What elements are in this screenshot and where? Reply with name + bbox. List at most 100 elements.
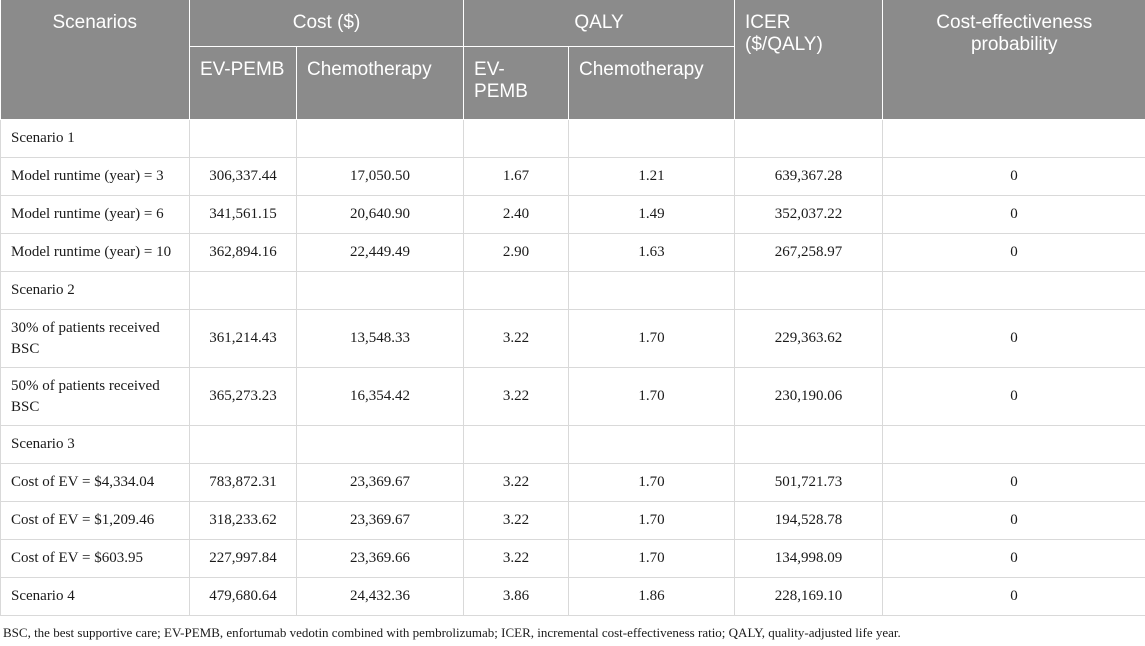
cost-evpemb-cell: 306,337.44 bbox=[189, 157, 297, 196]
cost-chemo-cell: 23,369.66 bbox=[295, 539, 465, 578]
icer-cell: 194,528.78 bbox=[734, 501, 884, 540]
icer-cell: 228,169.10 bbox=[734, 577, 884, 616]
qaly-evpemb-cell: 2.40 bbox=[463, 195, 570, 234]
probability-cell bbox=[882, 119, 1145, 158]
probability-cell: 0 bbox=[882, 367, 1145, 426]
row-label: Model runtime (year) = 6 bbox=[0, 195, 190, 234]
row-label: 50% of patients received BSC bbox=[0, 367, 190, 426]
qaly-evpemb-cell: 3.22 bbox=[463, 367, 570, 426]
row-label: Cost of EV = $4,334.04 bbox=[0, 463, 190, 502]
icer-cell bbox=[734, 119, 884, 158]
cost-evpemb-cell bbox=[189, 425, 297, 464]
header-qaly-chemotherapy: Chemotherapy bbox=[568, 46, 736, 120]
probability-cell: 0 bbox=[882, 539, 1145, 578]
cost-evpemb-cell: 341,561.15 bbox=[189, 195, 297, 234]
row-label: Model runtime (year) = 3 bbox=[0, 157, 190, 196]
cost-chemo-cell: 17,050.50 bbox=[295, 157, 465, 196]
table-row: Scenario 2 bbox=[0, 271, 1145, 310]
table-row: Model runtime (year) = 10 362,894.16 22,… bbox=[0, 233, 1145, 272]
cost-evpemb-cell: 318,233.62 bbox=[189, 501, 297, 540]
qaly-chemo-cell: 1.70 bbox=[568, 463, 736, 502]
icer-cell: 230,190.06 bbox=[734, 367, 884, 426]
qaly-chemo-cell: 1.63 bbox=[568, 233, 736, 272]
qaly-evpemb-cell: 3.22 bbox=[463, 463, 570, 502]
row-label: Scenario 4 bbox=[0, 577, 190, 616]
qaly-chemo-cell bbox=[568, 119, 736, 158]
cost-chemo-cell: 23,369.67 bbox=[295, 463, 465, 502]
qaly-evpemb-cell: 1.67 bbox=[463, 157, 570, 196]
qaly-chemo-cell: 1.70 bbox=[568, 367, 736, 426]
header-cost: Cost ($) bbox=[189, 0, 465, 47]
cost-evpemb-cell: 365,273.23 bbox=[189, 367, 297, 426]
icer-cell: 229,363.62 bbox=[734, 309, 884, 368]
cost-evpemb-cell: 783,872.31 bbox=[189, 463, 297, 502]
icer-cell bbox=[734, 425, 884, 464]
row-label: Cost of EV = $603.95 bbox=[0, 539, 190, 578]
qaly-chemo-cell bbox=[568, 271, 736, 310]
row-label: Scenario 3 bbox=[0, 425, 190, 464]
icer-cell: 267,258.97 bbox=[734, 233, 884, 272]
icer-cell: 352,037.22 bbox=[734, 195, 884, 234]
cost-evpemb-cell: 227,997.84 bbox=[189, 539, 297, 578]
table-row: Scenario 3 bbox=[0, 425, 1145, 464]
table-row: Cost of EV = $603.95 227,997.84 23,369.6… bbox=[0, 539, 1145, 578]
qaly-chemo-cell: 1.86 bbox=[568, 577, 736, 616]
qaly-evpemb-cell: 3.22 bbox=[463, 501, 570, 540]
table-row: Scenario 1 bbox=[0, 119, 1145, 158]
probability-cell bbox=[882, 425, 1145, 464]
qaly-chemo-cell: 1.70 bbox=[568, 539, 736, 578]
cost-evpemb-cell bbox=[189, 119, 297, 158]
cost-chemo-cell: 13,548.33 bbox=[295, 309, 465, 368]
table-row: Model runtime (year) = 3 306,337.44 17,0… bbox=[0, 157, 1145, 196]
qaly-evpemb-cell bbox=[463, 425, 570, 464]
cost-chemo-cell: 24,432.36 bbox=[295, 577, 465, 616]
row-label: Model runtime (year) = 10 bbox=[0, 233, 190, 272]
row-label: Scenario 2 bbox=[0, 271, 190, 310]
cost-evpemb-cell bbox=[189, 271, 297, 310]
qaly-evpemb-cell bbox=[463, 119, 570, 158]
qaly-evpemb-cell bbox=[463, 271, 570, 310]
table-row: 50% of patients received BSC 365,273.23 … bbox=[0, 367, 1145, 426]
table-footnote: BSC, the best supportive care; EV-PEMB, … bbox=[3, 625, 901, 640]
icer-cell: 501,721.73 bbox=[734, 463, 884, 502]
probability-cell: 0 bbox=[882, 577, 1145, 616]
cost-chemo-cell bbox=[295, 425, 465, 464]
table-container: Scenarios Cost ($) QALY ICER ($/QALY) Co… bbox=[0, 0, 1145, 616]
cost-chemo-cell: 16,354.42 bbox=[295, 367, 465, 426]
cost-chemo-cell bbox=[295, 271, 465, 310]
probability-cell: 0 bbox=[882, 309, 1145, 368]
cost-chemo-cell bbox=[295, 119, 465, 158]
qaly-chemo-cell: 1.49 bbox=[568, 195, 736, 234]
cost-chemo-cell: 20,640.90 bbox=[295, 195, 465, 234]
icer-cell: 639,367.28 bbox=[734, 157, 884, 196]
cost-chemo-cell: 22,449.49 bbox=[295, 233, 465, 272]
table-row: 30% of patients received BSC 361,214.43 … bbox=[0, 309, 1145, 368]
icer-cell: 134,998.09 bbox=[734, 539, 884, 578]
row-label: 30% of patients received BSC bbox=[0, 309, 190, 368]
probability-cell: 0 bbox=[882, 195, 1145, 234]
qaly-chemo-cell: 1.21 bbox=[568, 157, 736, 196]
header-cost-chemotherapy: Chemotherapy bbox=[296, 46, 465, 120]
qaly-evpemb-cell: 3.22 bbox=[463, 539, 570, 578]
qaly-evpemb-cell: 3.22 bbox=[463, 309, 570, 368]
scenario-analysis-table: Scenarios Cost ($) QALY ICER ($/QALY) Co… bbox=[0, 0, 1145, 616]
table-row: Scenario 4 479,680.64 24,432.36 3.86 1.8… bbox=[0, 577, 1145, 616]
qaly-chemo-cell: 1.70 bbox=[568, 309, 736, 368]
probability-cell: 0 bbox=[882, 157, 1145, 196]
header-probability: Cost-effectiveness probability bbox=[882, 0, 1145, 120]
row-label: Cost of EV = $1,209.46 bbox=[0, 501, 190, 540]
table-row: Cost of EV = $4,334.04 783,872.31 23,369… bbox=[0, 463, 1145, 502]
table-body: Scenario 1 Model runtime (year) = 3 306,… bbox=[0, 119, 1145, 616]
row-label: Scenario 1 bbox=[0, 119, 190, 158]
probability-cell: 0 bbox=[882, 233, 1145, 272]
icer-cell bbox=[734, 271, 884, 310]
header-qaly-evpemb: EV-PEMB bbox=[463, 46, 570, 120]
cost-chemo-cell: 23,369.67 bbox=[295, 501, 465, 540]
probability-cell: 0 bbox=[882, 463, 1145, 502]
table-row: Cost of EV = $1,209.46 318,233.62 23,369… bbox=[0, 501, 1145, 540]
header-icer: ICER ($/QALY) bbox=[734, 0, 884, 120]
cost-evpemb-cell: 362,894.16 bbox=[189, 233, 297, 272]
cost-evpemb-cell: 479,680.64 bbox=[189, 577, 297, 616]
table-row: Model runtime (year) = 6 341,561.15 20,6… bbox=[0, 195, 1145, 234]
qaly-chemo-cell bbox=[568, 425, 736, 464]
